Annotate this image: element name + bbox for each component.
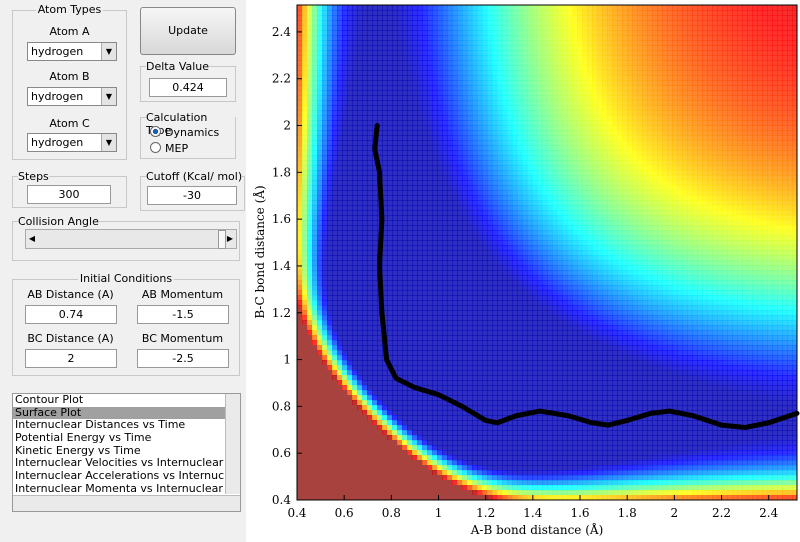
x-tick-label: 1 — [435, 506, 443, 520]
list-item[interactable]: Potential Energy vs Time — [15, 432, 152, 445]
radio-label: Dynamics — [165, 126, 220, 139]
label: Delta Value — [146, 60, 210, 73]
label: BC Distance (A) — [27, 332, 114, 345]
bc-distance-input[interactable]: 2 — [25, 349, 117, 368]
label: AB Distance (A) — [27, 288, 114, 301]
label: Cutoff (Kcal/ mol) — [146, 170, 243, 183]
list-item[interactable]: Kinetic Energy vs Time — [15, 444, 141, 457]
atom-a-dropdown[interactable]: hydrogen ▼ — [27, 42, 117, 61]
x-tick-label: 1.2 — [476, 506, 495, 520]
delta-panel: Delta Value 0.424 — [140, 60, 236, 102]
label: BC Momentum — [141, 332, 224, 345]
cutoff-input[interactable]: -30 — [147, 186, 237, 205]
panel-title: Initial Conditions — [77, 272, 175, 285]
list-item[interactable]: Internuclear Velocities vs Internuclear … — [15, 457, 225, 470]
ab-momentum-input[interactable]: -1.5 — [137, 305, 229, 324]
x-tick-label: 2 — [671, 506, 679, 520]
radio-label: MEP — [165, 142, 189, 155]
x-tick-label: 1.4 — [523, 506, 542, 520]
contour-plot: 0.4 0.6 0.8 1 1.2 1.4 1.6 1.8 2 2.2 2.4 0.4 0.6 0.8 1 1… — [252, 4, 800, 537]
x-tick-label: 2.4 — [759, 506, 778, 520]
x-tick-label: 0.6 — [335, 506, 354, 520]
y-axis-label: B-C bond distance (Å) — [252, 185, 267, 318]
atom-b-dropdown[interactable]: hydrogen ▼ — [27, 87, 117, 106]
atom-c-dropdown[interactable]: hydrogen ▼ — [27, 133, 117, 152]
radio-option[interactable]: Dynamics — [150, 126, 219, 139]
y-tick-label: 0.6 — [272, 446, 291, 460]
delta-input[interactable]: 0.424 — [149, 78, 227, 97]
y-tick-label: 1.6 — [272, 212, 291, 226]
radio-option[interactable]: MEP — [150, 142, 188, 155]
ab-distance-input[interactable]: 0.74 — [25, 305, 117, 324]
bc-momentum-input[interactable]: -2.5 — [137, 349, 229, 368]
label: Atom B — [49, 70, 90, 83]
x-tick-label: 1.6 — [570, 506, 589, 520]
value: hydrogen — [31, 90, 84, 103]
list-item[interactable]: Internuclear Accelerations vs Internucle… — [15, 470, 225, 483]
y-tick-label: 2 — [283, 119, 291, 133]
x-tick-label: 0.8 — [382, 506, 401, 520]
list-item[interactable]: Internuclear Momenta vs Internuclear Dis… — [15, 482, 225, 495]
update-button[interactable]: Update — [140, 7, 236, 55]
list-item[interactable]: Contour Plot — [15, 394, 84, 406]
initial-conditions-panel: Initial Conditions AB Distance (A) AB Mo… — [12, 272, 240, 376]
y-tick-label: 1.2 — [272, 306, 291, 320]
x-tick-label: 2.2 — [712, 506, 731, 520]
x-tick-label: 1.8 — [618, 506, 637, 520]
plot-list: Contour Plot Surface Plot Internuclear Dis… — [12, 393, 241, 512]
x-axis-label: A-B bond distance (Å) — [470, 522, 604, 537]
steps-input[interactable]: 300 — [27, 185, 111, 204]
label: Atom C — [49, 117, 90, 130]
radio-dot — [150, 142, 161, 153]
panel-title: Atom Types — [35, 3, 104, 16]
y-tick-label: 1.8 — [272, 165, 291, 179]
y-tick-label: 2.2 — [272, 72, 291, 86]
label: Collision Angle — [18, 215, 99, 228]
x-tick-label: 0.4 — [287, 506, 306, 520]
list-item[interactable]: Internuclear Distances vs Time — [15, 419, 186, 432]
value: hydrogen — [31, 45, 84, 58]
angle-slider[interactable]: ◀ ▶ — [25, 229, 237, 249]
y-tick-label: 1 — [283, 353, 291, 367]
label: Steps — [18, 170, 49, 183]
h-scrollbar[interactable] — [13, 495, 240, 511]
list-item[interactable]: Surface Plot — [13, 406, 225, 420]
y-tick-label: 2.4 — [272, 25, 291, 39]
v-scrollbar[interactable] — [225, 394, 240, 494]
y-tick-label: 1.4 — [272, 259, 291, 273]
atom-types-panel: Atom Types Atom A hydrogen ▼ Atom B hydro… — [12, 3, 127, 160]
y-tick-label: 0.8 — [272, 399, 291, 413]
steps-panel: Steps 300 — [12, 170, 127, 208]
label: AB Momentum — [141, 288, 224, 301]
label: Atom A — [49, 25, 90, 38]
radio-dot — [150, 126, 161, 137]
value: hydrogen — [31, 136, 84, 149]
y-tick-label: 0.4 — [272, 493, 291, 507]
axes-box — [296, 4, 798, 501]
trajectory — [372, 123, 800, 430]
angle-panel: Collision Angle ◀ ▶ — [12, 215, 240, 261]
cutoff-panel: Cutoff (Kcal/ mol) -30 — [140, 170, 245, 211]
control-panel: Atom Types Atom A hydrogen ▼ Atom B hydro… — [0, 0, 246, 542]
